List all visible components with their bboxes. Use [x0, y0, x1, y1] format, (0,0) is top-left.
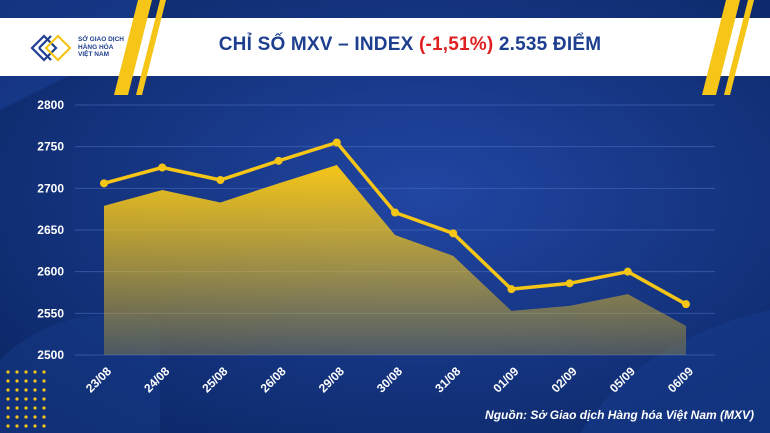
y-tick-label: 2800 [37, 98, 64, 112]
y-tick-label: 2650 [37, 223, 64, 237]
y-tick-label: 2600 [37, 265, 64, 279]
data-point [507, 285, 516, 294]
x-tick-label: 05/09 [607, 364, 638, 395]
x-tick-label: 23/08 [83, 364, 114, 395]
data-point [565, 279, 574, 288]
logo-line-1: SỞ GIAO DỊCH [78, 36, 124, 43]
data-point [449, 229, 458, 238]
data-point [100, 179, 108, 188]
data-point [682, 300, 690, 309]
title-suffix: 2.535 ĐIỂM [493, 34, 602, 55]
logo-text: SỞ GIAO DỊCH HÀNG HÓA VIỆT NAM [78, 36, 138, 59]
stripe-left-2 [136, 0, 166, 95]
x-tick-label: 26/08 [258, 364, 289, 395]
x-tick-label: 24/08 [141, 364, 172, 395]
x-tick-label: 01/09 [490, 364, 521, 395]
chart-title: CHỈ SỐ MXV – INDEX (-1,51%) 2.535 ĐIỂM [120, 34, 700, 56]
stripe-right-1 [702, 0, 740, 95]
data-point [391, 208, 399, 217]
x-tick-label: 29/08 [316, 364, 347, 395]
data-point [332, 138, 341, 147]
data-point [158, 163, 167, 172]
mxv-logo [30, 34, 72, 62]
data-point [274, 156, 283, 165]
y-tick-label: 2750 [37, 140, 64, 154]
x-tick-label: 25/08 [199, 364, 230, 395]
y-tick-label: 2700 [37, 181, 64, 195]
title-change: (-1,51%) [418, 34, 494, 55]
stripe-right-2 [724, 0, 754, 95]
logo-mark-icon [30, 34, 58, 62]
y-tick-label: 2500 [37, 348, 64, 362]
stripe-left-1 [114, 0, 152, 95]
x-tick-label: 02/09 [549, 364, 580, 395]
x-tick-label: 06/09 [665, 364, 696, 395]
x-tick-label: 30/08 [374, 364, 405, 395]
logo-line-3: VIỆT NAM [78, 51, 110, 58]
dot-pattern-decoration [6, 370, 46, 428]
area-series [104, 165, 686, 355]
data-point [216, 176, 225, 184]
source-note: Nguồn: Sở Giao dịch Hàng hóa Việt Nam (M… [485, 408, 754, 422]
title-prefix: CHỈ SỐ MXV – INDEX [218, 34, 419, 55]
logo-line-2: HÀNG HÓA [78, 43, 114, 51]
x-tick-label: 31/08 [432, 364, 463, 395]
data-point [623, 267, 632, 276]
y-tick-label: 2550 [37, 306, 64, 320]
